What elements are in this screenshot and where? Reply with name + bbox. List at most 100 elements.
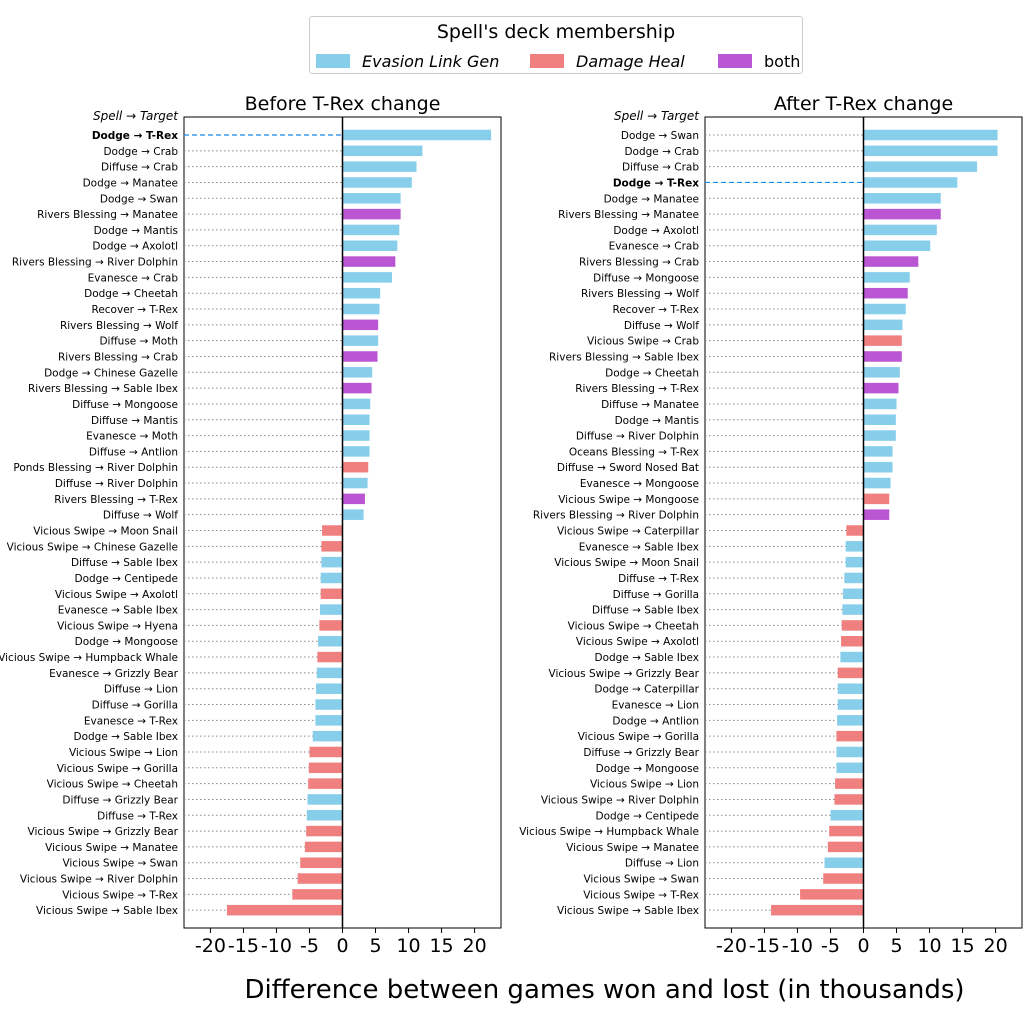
legend-swatch-evasion-link-gen <box>316 54 350 68</box>
legend-title: Spell's deck membership <box>436 21 676 43</box>
panel1-category-label: Vicious Swipe → T-Rex <box>62 889 178 901</box>
panel1-bar <box>342 240 398 251</box>
panel2-category-label: Diffuse → Lion <box>625 858 699 870</box>
panel2-bar <box>863 287 908 299</box>
panel2-category-label: Diffuse → Sable Ibex <box>592 605 699 617</box>
panel1-bar <box>304 841 343 853</box>
panel1-category-label: Vicious Swipe → Lion <box>69 747 178 759</box>
panel1-category-label: Dodge → Chinese Gazelle <box>44 367 178 379</box>
panel1-bar <box>342 272 393 283</box>
panel2-category-label: Dodge → Caterpillar <box>594 684 699 696</box>
panel1-category-label: Vicious Swipe → Swan <box>62 858 178 870</box>
panel2-category-label: Dodge → Cheetah <box>605 367 699 379</box>
panel2-bar <box>863 446 893 457</box>
panel1-category-label: Evanesce → T-Rex <box>84 715 178 727</box>
panel1-category-label: Rivers Blessing → Crab <box>58 351 178 363</box>
panel2-category-label: Vicious Swipe → Gorilla <box>578 731 699 743</box>
panel1-bar <box>342 287 381 299</box>
panel2-y-header: Spell → Target <box>614 109 700 123</box>
panel2-category-label: Vicious Swipe → Grizzly Bear <box>549 668 700 680</box>
panel2-bar <box>837 699 864 710</box>
panel2-bar <box>863 145 998 157</box>
panel1-bar <box>315 699 343 710</box>
panel2-bar <box>800 889 864 900</box>
panel2-bar <box>771 904 864 916</box>
panel1-bar <box>342 145 423 157</box>
panel1-category-label: Diffuse → Mongoose <box>72 399 178 411</box>
panel2-bar <box>841 635 864 647</box>
panel1-bar <box>342 351 378 362</box>
panel1-bar <box>320 588 343 600</box>
panel1-bar <box>342 509 364 520</box>
panel2-bar <box>837 683 864 694</box>
panel2-bar <box>835 778 864 789</box>
panel2-category-label: Vicious Swipe → Mongoose <box>558 494 699 506</box>
legend-swatch-both <box>718 54 752 68</box>
panel2-bar <box>863 303 906 315</box>
panel2-category-label: Dodge → Manatee <box>604 193 699 205</box>
panel1-category-label: Vicious Swipe → River Dolphin <box>20 874 178 886</box>
panel1-y-header: Spell → Target <box>93 109 179 123</box>
panel1-category-label: Recover → T-Rex <box>92 304 179 316</box>
panel1-category-label: Vicious Swipe → Moon Snail <box>33 526 178 538</box>
panel1-bar <box>342 446 370 457</box>
panel1-category-label: Diffuse → Gorilla <box>92 700 178 712</box>
panel1-category-label: Vicious Swipe → Axolotl <box>55 589 178 601</box>
panel2-category-label: Dodge → Mongoose <box>596 763 699 775</box>
legend-label-both: both <box>764 51 801 71</box>
panel2-category-label: Oceans Blessing → T-Rex <box>569 446 699 458</box>
panel2-bar <box>843 588 864 600</box>
panel2-category-label: Vicious Swipe → Caterpillar <box>557 526 700 538</box>
panel2-bar <box>834 794 864 805</box>
panel1-bar <box>342 430 370 441</box>
panel2-title: After T-Rex change <box>774 93 953 115</box>
panel2-x-tick-label: 10 <box>917 935 941 957</box>
panel1-category-label: Vicious Swipe → Humpback Whale <box>0 652 178 664</box>
panel2-bar <box>836 746 864 758</box>
panel2-category-label: Dodge → Crab <box>624 146 699 158</box>
panel1-bar <box>300 857 343 868</box>
panel2-category-label: Vicious Swipe → Sable Ibex <box>557 905 699 917</box>
panel1-bar <box>306 810 343 821</box>
panel2-bar <box>837 715 864 726</box>
panel2-bar <box>863 256 919 267</box>
panel1-bar <box>321 541 343 552</box>
panel1-bar <box>306 825 343 837</box>
panel2-bar <box>846 525 864 536</box>
panel2-category-label: Vicious Swipe → Manatee <box>566 842 699 854</box>
panel2-category-label: Diffuse → Wolf <box>624 320 699 332</box>
panel1-bar <box>342 319 379 331</box>
panel1-bar <box>297 873 343 884</box>
panel2-category-label: Vicious Swipe → River Dolphin <box>541 794 699 806</box>
panel1-category-label: Diffuse → River Dolphin <box>55 478 178 490</box>
panel1-category-label: Dodge → Sable Ibex <box>73 731 178 743</box>
legend-swatch-damage-heal <box>530 54 564 68</box>
panel1-bar <box>309 746 343 758</box>
panel2-x-tick-label: -10 <box>782 935 813 957</box>
panel1-bar <box>342 382 372 394</box>
legend-item-damage-heal: Damage Heal <box>530 51 685 71</box>
panel1-category-label: Diffuse → Antlion <box>89 446 178 458</box>
x-axis-label: Difference between games won and lost (i… <box>244 975 965 1005</box>
panel1-category-label: Dodge → Crab <box>103 146 178 158</box>
panel2-bar <box>863 129 998 141</box>
panel2-x-tick-label: 20 <box>983 935 1007 957</box>
panel1-category-label: Vicious Swipe → Hyena <box>57 620 178 632</box>
panel1-x-tick-label: 10 <box>396 935 420 957</box>
panel2-bar <box>841 620 864 631</box>
panel2-category-label: Diffuse → Manatee <box>601 399 699 411</box>
panel2-category-label: Vicious Swipe → Moon Snail <box>554 557 699 569</box>
panel2-bar <box>863 177 958 188</box>
panel2-category-label: Vicious Swipe → Axolotl <box>576 636 699 648</box>
panel1-category-label: Vicious Swipe → Grizzly Bear <box>28 826 179 838</box>
panel1-category-label: Diffuse → Crab <box>101 162 178 174</box>
panel2-category-label: Vicious Swipe → Humpback Whale <box>519 826 699 838</box>
panel2-category-label: Dodge → Antlion <box>612 715 699 727</box>
panel1-bar <box>316 667 343 679</box>
panel2-category-label: Diffuse → Crab <box>622 162 699 174</box>
panel1-bar <box>342 256 396 267</box>
panel1-bar <box>342 414 370 426</box>
panel2-category-label: Vicious Swipe → Lion <box>590 779 699 791</box>
panel2-bar <box>863 224 937 236</box>
panel2-bar <box>863 193 941 204</box>
